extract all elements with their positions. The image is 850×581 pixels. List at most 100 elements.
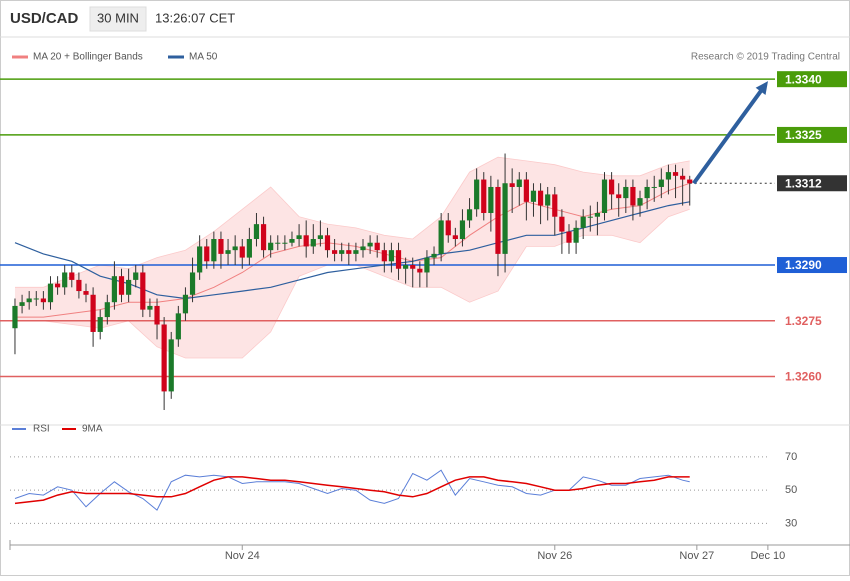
candle-body xyxy=(637,198,643,206)
candle-body xyxy=(687,179,693,184)
level-label: 1.3290 xyxy=(785,258,822,272)
candle-body xyxy=(431,253,437,258)
candle-body xyxy=(495,186,501,254)
price-panel: MA 20 + Bollinger Bands MA 50 1.3340 1.3325… xyxy=(0,52,847,410)
y-tick-label: 30 xyxy=(785,517,797,529)
candle-body xyxy=(545,194,551,206)
candle-body xyxy=(33,298,39,300)
candle-body xyxy=(19,302,25,306)
level-label: 1.3260 xyxy=(785,370,822,384)
candle-body xyxy=(452,235,458,240)
candle-body xyxy=(488,186,494,213)
candle-body xyxy=(665,172,672,180)
timeframe-box xyxy=(89,6,147,32)
candle-body xyxy=(658,179,664,187)
candle-body xyxy=(331,250,338,254)
candle-body xyxy=(282,242,288,244)
legend-label: MA 20 + Bollinger Bands xyxy=(33,52,143,63)
forecast-arrowhead xyxy=(755,81,768,95)
candle-body xyxy=(218,239,224,254)
candle-body xyxy=(388,250,395,262)
candle-body xyxy=(601,179,608,213)
candle-body xyxy=(566,231,572,243)
credit: Research © 2019 Trading Central xyxy=(691,52,840,63)
candle-body xyxy=(353,250,359,254)
candle-body xyxy=(303,235,309,247)
candle-body xyxy=(474,179,480,210)
forecast-arrow xyxy=(692,86,765,185)
candle-body xyxy=(594,212,601,217)
candle-body xyxy=(339,250,345,254)
candle-body xyxy=(140,272,146,310)
candle-body xyxy=(466,209,473,221)
candle-body xyxy=(680,175,686,180)
level-label: 1.3312 xyxy=(785,176,822,190)
candle-body xyxy=(346,250,352,254)
candle-body xyxy=(630,186,636,206)
candle-body xyxy=(317,235,323,240)
candle-body xyxy=(111,276,118,303)
candle-body xyxy=(481,179,487,213)
time: 13:26:07 CET xyxy=(155,10,235,25)
timeframe: 30 MIN xyxy=(97,10,139,25)
candle-body xyxy=(126,279,132,295)
candle-body xyxy=(445,220,451,236)
candle-body xyxy=(189,272,196,295)
legend-label: RSI xyxy=(33,424,50,435)
candle-body xyxy=(133,272,139,280)
candle-body xyxy=(573,227,579,243)
candle-body xyxy=(559,216,565,232)
x-tick-label: Nov 26 xyxy=(537,550,572,562)
candle-body xyxy=(381,250,387,262)
candle-body xyxy=(417,268,423,273)
candle-body xyxy=(523,179,529,202)
level-label-box xyxy=(777,257,847,274)
y-tick-label: 70 xyxy=(785,451,797,463)
candle-body xyxy=(410,265,416,269)
candle-body xyxy=(268,242,274,251)
candle-body xyxy=(40,298,46,303)
candle-body xyxy=(90,294,96,332)
candle-body xyxy=(367,242,373,247)
candle-body xyxy=(211,239,217,262)
legend-label: MA 50 xyxy=(189,52,218,63)
candle-body xyxy=(623,186,629,199)
candle-body xyxy=(232,246,238,251)
candle-body xyxy=(296,235,302,240)
level-label: 1.3275 xyxy=(785,314,822,328)
candle-body xyxy=(253,224,260,240)
candle-body xyxy=(360,246,366,251)
rsi-panel: RSI 9MA 30 50 70 xyxy=(10,424,797,529)
candle-body xyxy=(118,276,125,295)
candle-body xyxy=(395,250,402,269)
candle-body xyxy=(616,194,622,199)
candle-body xyxy=(147,305,153,310)
candle-body xyxy=(161,324,167,392)
candle-body xyxy=(197,246,203,273)
bollinger-upper xyxy=(15,156,690,288)
candle-body xyxy=(537,190,544,206)
candle-body xyxy=(552,194,558,217)
candle-body xyxy=(644,186,650,199)
indicator-line xyxy=(14,469,690,511)
candle-body xyxy=(324,235,331,251)
x-tick-label: Dec 10 xyxy=(750,550,785,562)
candle-body xyxy=(47,283,54,303)
candle-body xyxy=(69,272,75,280)
candle-body xyxy=(104,302,110,318)
candle-body xyxy=(62,272,68,288)
chart-title: USD/CAD xyxy=(10,10,79,27)
candle-body xyxy=(246,239,252,258)
candle-body xyxy=(168,339,174,392)
indicator-line xyxy=(14,476,690,505)
level-label: 1.3325 xyxy=(785,128,822,142)
candle-body xyxy=(289,239,295,243)
level-label-box xyxy=(777,71,847,88)
candle-body xyxy=(154,305,160,325)
level-label: 1.3340 xyxy=(785,72,822,86)
candle-body xyxy=(239,246,245,258)
candle-body xyxy=(672,172,679,176)
candle-body xyxy=(182,294,189,314)
y-tick-label: 50 xyxy=(785,484,797,496)
level-label-box xyxy=(777,126,847,143)
